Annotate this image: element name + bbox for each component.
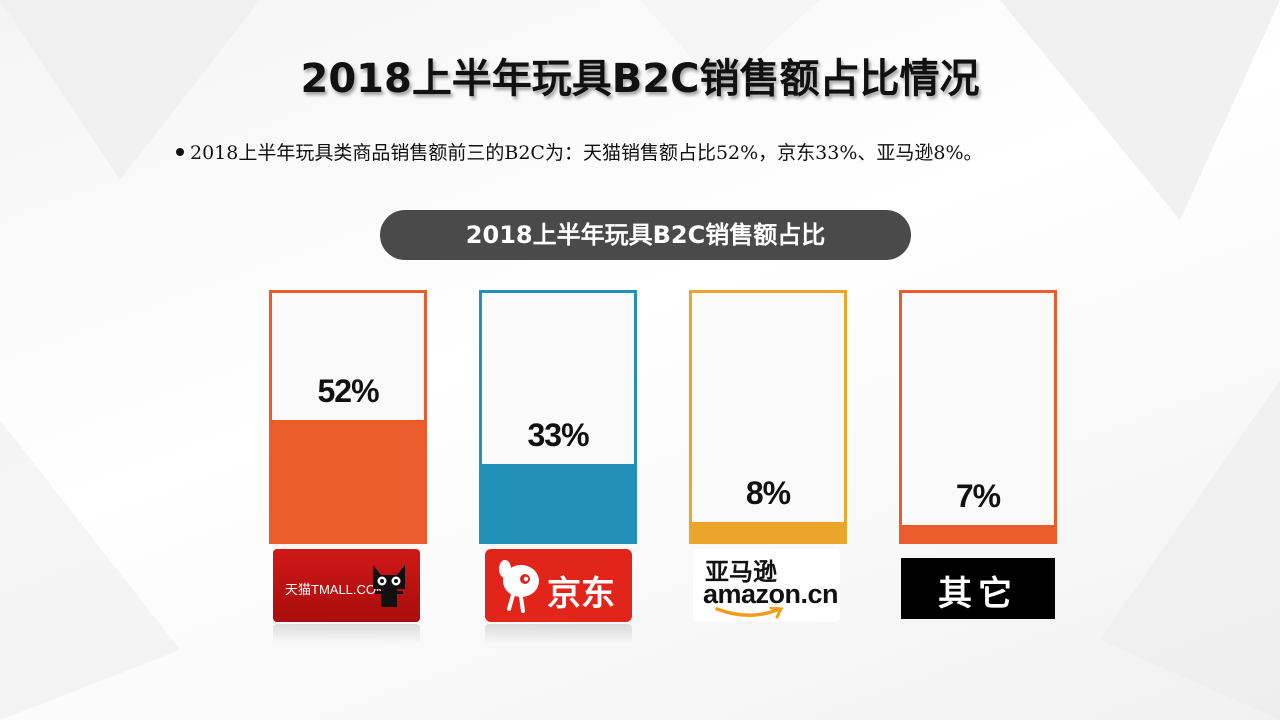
jd-logo: 京东 [485, 549, 632, 622]
amazon-logo-cn: 亚马逊 [705, 558, 777, 586]
bar-3: 8% [689, 290, 847, 544]
other-label-text: 其它 [938, 574, 1018, 614]
bar-value-label-3: 8% [745, 475, 791, 512]
other-label: 其它 [901, 558, 1055, 619]
bullet-dot-icon [176, 148, 184, 156]
summary-text: 2018上半年玩具类商品销售额前三的B2C为：天猫销售额占比52%，京东33%、… [190, 142, 983, 164]
jd-logo-text: 京东 [547, 574, 615, 614]
amazon-smile-icon [715, 607, 784, 619]
bar-fill-1 [272, 419, 424, 541]
tmall-logo-text: 天猫TMALL.COM [285, 582, 387, 597]
bar-fill-3 [692, 522, 844, 541]
amazon-logo: 亚马逊 amazon.cn [693, 549, 840, 622]
tmall-logo-reflection [273, 624, 420, 644]
page-title: 2018上半年玩具B2C销售额占比情况 [300, 56, 980, 102]
bar-4: 7% [899, 290, 1057, 544]
bar-value-label-1: 52% [317, 372, 379, 409]
bar-fill-2 [482, 464, 634, 541]
tmall-cat-icon [373, 565, 405, 607]
summary-bullet: 2018上半年玩具类商品销售额前三的B2C为：天猫销售额占比52%，京东33%、… [176, 138, 983, 165]
jd-logo-reflection [485, 624, 632, 644]
bar-1: 52% [269, 290, 427, 544]
bar-value-label-4: 7% [955, 477, 1001, 514]
bar-fill-4 [902, 524, 1054, 541]
bar-value-label-2: 33% [527, 417, 589, 454]
tmall-logo: 天猫TMALL.COM [273, 549, 420, 622]
bar-2: 33% [479, 290, 637, 544]
jd-dog-icon [499, 560, 539, 613]
amazon-logo-en: amazon.cn [703, 579, 839, 609]
chart-title: 2018上半年玩具B2C销售额占比 [380, 210, 911, 260]
